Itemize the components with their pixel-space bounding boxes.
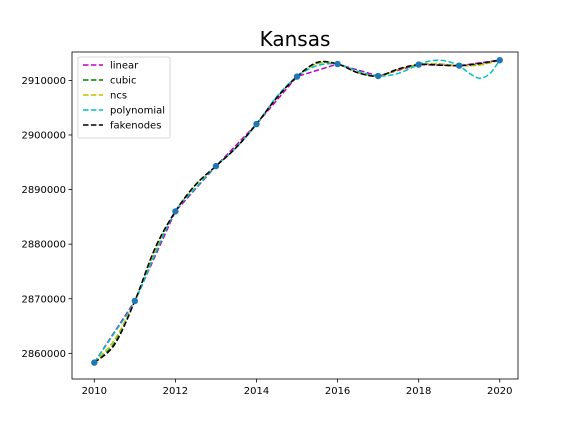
legend-label-cubic: cubic [110,76,136,87]
legend-label-ncs: ncs [110,91,127,102]
data-point [415,61,422,68]
data-point [496,56,503,64]
y-tick-label: 2890000 [21,185,66,196]
data-point [456,62,463,69]
legend-box [77,56,171,139]
data-point [293,73,301,80]
y-tick-label: 2860000 [21,349,66,360]
y-tick-label: 2880000 [21,240,66,251]
y-tick-label: 2900000 [21,130,66,141]
plot-area-frame [71,51,519,380]
legend: linear cubic ncs polynomial fakenodes [77,56,171,139]
x-tick-label: 2018 [406,386,431,397]
y-tick-label: 2910000 [21,76,66,87]
x-axis: 2010 2012 2014 2016 2018 2020 [82,379,512,397]
x-tick-label: 2020 [487,386,512,397]
legend-label-polynomial: polynomial [110,106,165,117]
legend-label-fakenodes: fakenodes [110,121,161,132]
chart-title: Kansas [260,27,331,51]
x-tick-label: 2016 [325,386,350,397]
x-tick-label: 2014 [244,386,269,397]
data-point [212,162,220,170]
data-point [91,359,98,366]
data-point [374,72,382,80]
series-line-ncs [93,59,500,364]
x-tick-label: 2010 [82,386,107,397]
data-points [91,56,503,366]
data-point [334,60,341,68]
legend-label-linear: linear [110,61,139,72]
y-axis: 2860000 2870000 2880000 2890000 2900000 29100… [21,76,72,360]
data-point [172,208,179,215]
data-point [131,297,139,305]
x-tick-label: 2012 [163,386,188,397]
y-tick-label: 2870000 [21,294,66,305]
data-point [253,120,260,128]
